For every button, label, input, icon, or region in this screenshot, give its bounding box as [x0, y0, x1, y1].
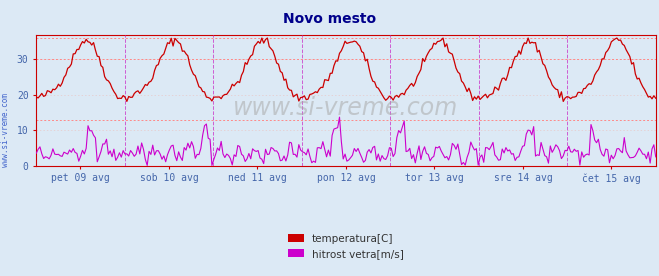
Text: www.si-vreme.com: www.si-vreme.com: [1, 93, 10, 167]
Text: Novo mesto: Novo mesto: [283, 12, 376, 26]
Legend: temperatura[C], hitrost vetra[m/s]: temperatura[C], hitrost vetra[m/s]: [288, 233, 404, 259]
Text: www.si-vreme.com: www.si-vreme.com: [233, 96, 459, 120]
